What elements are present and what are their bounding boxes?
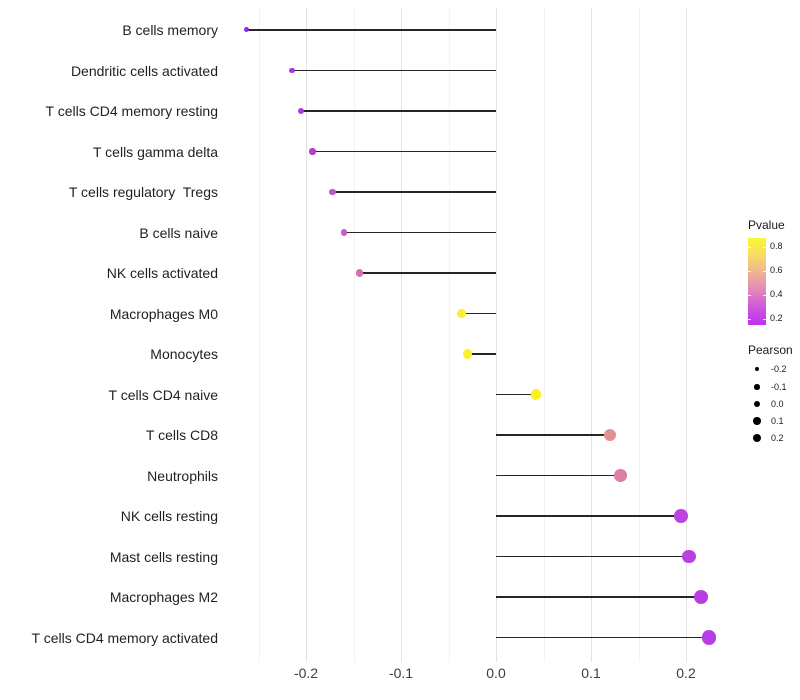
lollipop-dot: [603, 428, 617, 442]
lollipop-stem: [312, 150, 496, 153]
y-axis-label: T cells gamma delta: [92, 143, 218, 160]
x-axis-tick-label: 0.1: [581, 665, 601, 681]
lollipop-dot: [298, 107, 305, 115]
colorbar-tick-mark: [763, 295, 766, 296]
colorbar-tick-label: 0.4: [770, 289, 783, 299]
gridline-minor: [448, 8, 450, 662]
lollipop-dot: [288, 67, 295, 74]
lollipop-dot: [309, 148, 316, 155]
colorbar-tick-mark: [748, 295, 751, 296]
pearson-size-dot: [754, 384, 760, 390]
y-axis-label: T cells CD4 memory activated: [31, 629, 218, 646]
lollipop-stem: [496, 393, 536, 396]
y-axis-label: Dendritic cells activated: [70, 62, 218, 79]
lollipop-stem: [344, 231, 496, 234]
lollipop-stem: [461, 312, 496, 315]
pearson-size-label: -0.2: [771, 363, 787, 374]
lollipop-stem: [332, 191, 496, 193]
colorbar-tick-mark: [748, 247, 751, 248]
lollipop-stem: [496, 555, 689, 558]
x-axis-tick-label: 0.2: [676, 665, 696, 681]
y-axis-label: Macrophages M0: [109, 305, 218, 322]
lollipop-dot: [340, 229, 348, 236]
colorbar-tick-mark: [763, 247, 766, 248]
y-axis-label: B cells memory: [122, 22, 218, 38]
y-axis-label: Neutrophils: [147, 467, 218, 484]
lollipop-stem: [246, 29, 496, 31]
lollipop-dot: [701, 630, 716, 645]
pearson-size-label: 0.2: [771, 432, 784, 443]
lollipop-stem: [359, 272, 496, 274]
pearson-size-label: 0.0: [771, 398, 784, 409]
y-axis-label: B cells naive: [139, 224, 218, 241]
gridline-major: [401, 8, 402, 662]
lollipop-stem: [301, 110, 496, 112]
colorbar-tick-mark: [748, 271, 751, 272]
lollipop-dot: [614, 469, 627, 482]
lollipop-dot: [530, 389, 542, 400]
y-axis-label: T cells CD8: [145, 427, 218, 443]
y-axis-label: NK cells activated: [106, 265, 218, 281]
y-axis-label: NK cells resting: [120, 508, 218, 524]
gridline-minor: [258, 8, 260, 662]
colorbar-tick-mark: [748, 319, 751, 320]
y-axis-label: Mast cells resting: [109, 548, 218, 565]
y-axis-label: T cells CD4 memory resting: [45, 103, 218, 119]
gridline-minor: [353, 8, 355, 662]
colorbar-tick-mark: [763, 319, 766, 320]
pearson-size-dot: [754, 366, 760, 372]
lollipop-stem: [496, 474, 621, 477]
pearson-size-dot: [753, 417, 761, 425]
y-axis-label: Monocytes: [150, 346, 218, 362]
lollipop-dot: [243, 27, 249, 33]
lollipop-dot: [355, 269, 363, 277]
lollipop-stem: [291, 69, 496, 72]
lollipop-stem: [496, 515, 682, 517]
lollipop-dot: [681, 549, 696, 564]
lollipop-dot: [329, 188, 336, 196]
y-axis-label: Macrophages M2: [109, 589, 218, 605]
colorbar-tick-mark: [763, 271, 766, 272]
lollipop-stem: [496, 636, 709, 639]
lollipop-stem: [496, 596, 702, 598]
y-axis-label: T cells regulatory Tregs: [68, 184, 218, 200]
pvalue-colorbar: [748, 238, 766, 325]
gridline-minor: [638, 8, 640, 662]
lollipop-dot: [674, 509, 689, 523]
y-axis-label: T cells CD4 naive: [108, 386, 218, 403]
lollipop-dot: [457, 308, 467, 319]
colorbar-tick-label: 0.8: [770, 241, 783, 251]
colorbar-tick-label: 0.6: [770, 265, 783, 275]
pearson-size-dot: [752, 433, 762, 443]
gridline-major: [686, 8, 687, 662]
gridline-major: [496, 8, 497, 662]
pearson-legend-title: Pearson: [748, 343, 793, 357]
gridline-major: [306, 8, 307, 662]
lollipop-stem: [496, 434, 610, 436]
pearson-size-label: 0.1: [771, 415, 784, 426]
colorbar-tick-label: 0.2: [770, 313, 783, 323]
lollipop-dot: [462, 349, 473, 359]
lollipop-stem: [467, 353, 496, 355]
pvalue-legend-title: Pvalue: [748, 218, 785, 232]
pearson-size-label: -0.1: [771, 381, 787, 392]
x-axis-tick-label: -0.2: [293, 665, 319, 681]
gridline-major: [591, 8, 592, 662]
x-axis-tick-label: -0.1: [388, 665, 414, 681]
x-axis-tick-label: 0.0: [486, 665, 506, 681]
gridline-minor: [543, 8, 545, 662]
pearson-size-dot: [753, 400, 761, 408]
lollipop-dot: [694, 589, 709, 605]
